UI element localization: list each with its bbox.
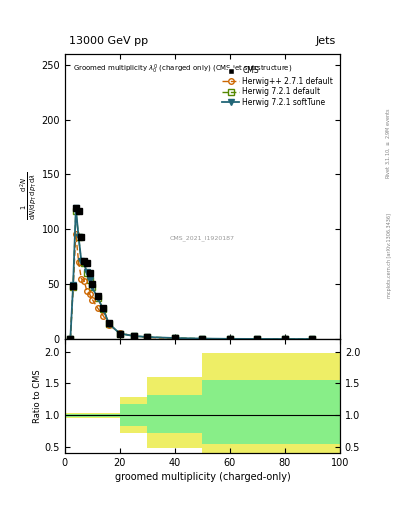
Text: Jets: Jets <box>316 36 336 46</box>
Text: mcplots.cern.ch [arXiv:1306.3436]: mcplots.cern.ch [arXiv:1306.3436] <box>387 214 392 298</box>
Text: 13000 GeV pp: 13000 GeV pp <box>69 36 148 46</box>
Y-axis label: Ratio to CMS: Ratio to CMS <box>33 369 42 423</box>
Text: CMS_2021_I1920187: CMS_2021_I1920187 <box>170 235 235 241</box>
Y-axis label: $\frac{1}{\mathrm{d}N/\mathrm{d}p_\mathrm{T}}\frac{\mathrm{d}^2N}{\mathrm{d}p_\m: $\frac{1}{\mathrm{d}N/\mathrm{d}p_\mathr… <box>18 173 39 220</box>
X-axis label: groomed multiplicity (charged-only): groomed multiplicity (charged-only) <box>114 472 290 482</box>
Text: Rivet 3.1.10, $\geq$ 2.9M events: Rivet 3.1.10, $\geq$ 2.9M events <box>385 108 392 179</box>
Legend: CMS, Herwig++ 2.7.1 default, Herwig 7.2.1 default, Herwig 7.2.1 softTune: CMS, Herwig++ 2.7.1 default, Herwig 7.2.… <box>219 63 336 110</box>
Text: Groomed multiplicity $\lambda_0^0$ (charged only) (CMS jet substructure): Groomed multiplicity $\lambda_0^0$ (char… <box>73 62 292 76</box>
